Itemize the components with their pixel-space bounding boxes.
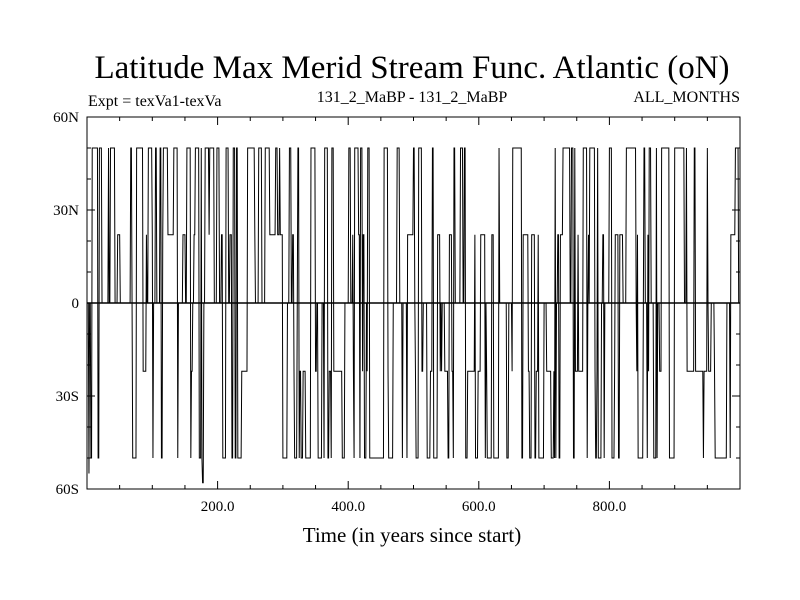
y-tick-label: 60N [53, 110, 79, 126]
series-line [87, 147, 740, 484]
x-tick-label: 800.0 [593, 499, 627, 515]
series-group [87, 147, 740, 484]
y-tick-label: 30S [56, 389, 79, 405]
y-tick-label: 30N [53, 203, 79, 219]
y-tick-label: 0 [72, 296, 80, 312]
plot-frame [86, 116, 741, 490]
chart-title: Latitude Max Merid Stream Func. Atlantic… [94, 50, 729, 86]
x-tick-label: 600.0 [462, 499, 496, 515]
chart-subtitle-center: 131_2_MaBP - 131_2_MaBP [317, 89, 508, 106]
y-tick-label: 60S [56, 482, 79, 498]
chart-subtitle-left: Expt = texVa1-texVa [88, 93, 221, 110]
ticks-group: 200.0 400.0 600.0 800.0 60N 30N 0 30S 60S [53, 110, 740, 515]
x-tick-label: 200.0 [201, 499, 235, 515]
chart-subtitle-right: ALL_MONTHS [633, 89, 740, 106]
x-tick-label: 400.0 [331, 499, 365, 515]
x-axis-label: Time (in years since start) [303, 523, 522, 547]
